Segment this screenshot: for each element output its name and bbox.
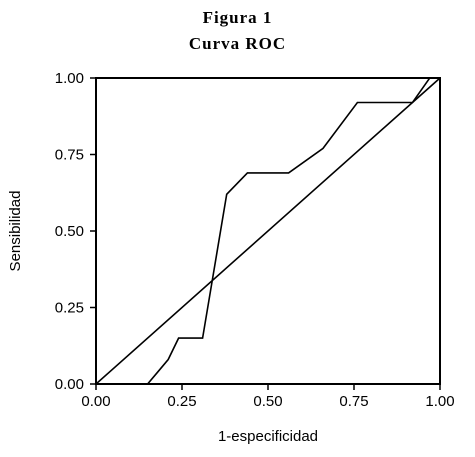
reference-diagonal-line (95, 77, 441, 385)
y-axis-title: Sensibilidad (7, 191, 24, 272)
y-tick-label: 1.00 (55, 70, 84, 87)
y-tick-label: 0.75 (55, 147, 84, 164)
x-tick-label: 0.00 (81, 393, 110, 410)
chart-subtitle: Curva ROC (188, 34, 287, 53)
y-tick-label: 0.00 (55, 376, 84, 393)
series-group (95, 77, 441, 385)
x-tick-label: 1.00 (425, 393, 454, 410)
x-axis-title: 1-especificidad (218, 428, 318, 445)
x-axis-ticks: 0.00 0.25 0.50 0.75 1.00 (81, 384, 455, 410)
x-tick-label: 0.50 (253, 393, 282, 410)
y-axis-ticks: 0.00 0.25 0.50 0.75 1.00 (55, 70, 96, 393)
x-tick-label: 0.75 (339, 393, 368, 410)
x-tick-label: 0.25 (167, 393, 196, 410)
y-tick-label: 0.25 (55, 300, 84, 317)
y-tick-label: 0.50 (55, 223, 84, 240)
roc-curve-line (146, 77, 440, 385)
chart-title: Figura 1 (202, 8, 273, 27)
